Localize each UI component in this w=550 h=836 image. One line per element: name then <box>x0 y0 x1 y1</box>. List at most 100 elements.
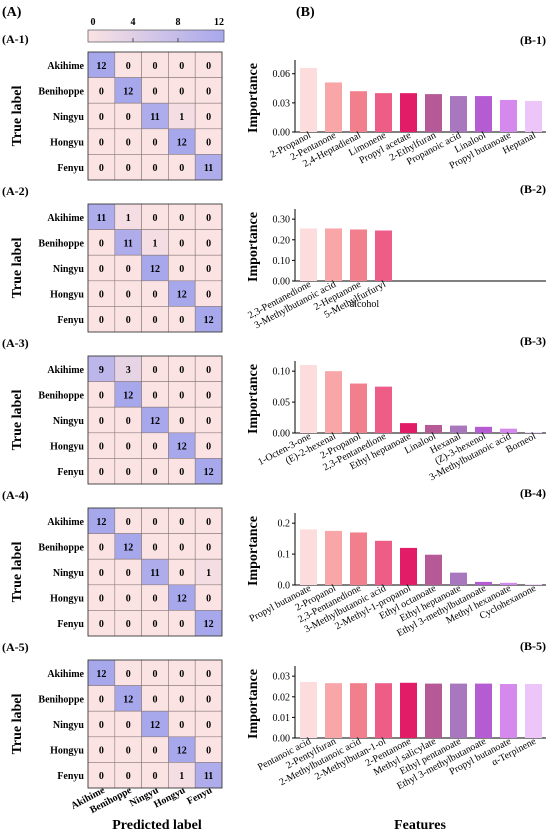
matrix-cell <box>194 128 223 155</box>
matrix-cell <box>168 154 196 181</box>
matrix-cell <box>168 355 196 382</box>
matrix-cell-value: 0 <box>99 264 104 275</box>
y-tick-label: 0.02 <box>273 692 291 703</box>
matrix-row-label: Fenyu <box>57 619 84 630</box>
matrix-cell <box>141 154 169 181</box>
y-tick-label: 0.05 <box>273 398 291 409</box>
matrix-cell-value: 11 <box>150 568 159 579</box>
importance-bar <box>375 540 392 585</box>
matrix-row-label: Fenyu <box>57 163 84 174</box>
matrix-cell <box>114 355 142 382</box>
matrix-cell-value: 0 <box>153 694 158 705</box>
bar-chart-title: (B-3) <box>520 334 546 348</box>
matrix-cell <box>194 229 223 256</box>
matrix-cell-value: 0 <box>206 416 211 427</box>
matrix-cell-value: 0 <box>206 213 211 224</box>
matrix-cell <box>114 710 142 738</box>
matrix-row-label: Hongyu <box>50 594 84 605</box>
matrix-cell-value: 0 <box>179 619 184 630</box>
matrix-cell-value: 0 <box>206 669 211 680</box>
matrix-cell-value: 12 <box>204 467 214 478</box>
matrix-cell-value: 12 <box>96 669 106 680</box>
matrix-row-label: Akihime <box>47 669 84 680</box>
matrix-row-label: Ningyu <box>53 264 85 275</box>
importance-bar <box>525 100 542 132</box>
importance-bar <box>450 572 467 585</box>
matrix-cell <box>168 458 196 485</box>
matrix-cell-value: 11 <box>204 163 213 174</box>
matrix-cell-value: 0 <box>99 163 104 174</box>
matrix-cell <box>114 128 142 155</box>
importance-bar <box>400 547 417 585</box>
matrix-cell-value: 1 <box>206 568 211 579</box>
matrix-cell <box>168 203 196 230</box>
matrix-cell-value: 1 <box>179 771 184 782</box>
matrix-cell <box>168 584 196 611</box>
matrix-cell-value: 0 <box>99 138 104 149</box>
importance-bar <box>350 683 367 738</box>
matrix-cell <box>194 406 223 434</box>
matrix-row-label: Fenyu <box>57 467 84 478</box>
matrix-cell <box>168 507 196 534</box>
matrix-title: (A-5) <box>2 640 29 654</box>
importance-bar <box>500 99 517 132</box>
matrix-cell <box>168 762 196 789</box>
matrix-cell <box>87 685 116 712</box>
y-tick-label: 0.03 <box>273 98 291 109</box>
matrix-cell-value: 12 <box>204 315 214 326</box>
matrix-cell <box>87 203 116 230</box>
matrix-cell-value: 11 <box>97 213 106 224</box>
matrix-cell-value: 0 <box>206 542 211 553</box>
matrix-cell <box>168 229 196 256</box>
matrix-cell-value: 0 <box>153 163 158 174</box>
matrix-cell-value: 0 <box>153 467 158 478</box>
matrix-cell <box>168 610 196 637</box>
matrix-cell-value: 0 <box>126 746 131 757</box>
matrix-cell-value: 12 <box>123 542 133 553</box>
matrix-cell-value: 12 <box>177 138 187 149</box>
matrix-cell-value: 0 <box>206 694 211 705</box>
importance-bar <box>475 581 492 585</box>
importance-bar <box>375 93 392 132</box>
bar-chart-ylabel: Importance <box>246 364 261 434</box>
matrix-cell-value: 0 <box>153 517 158 528</box>
bar-chart-ylabel: Importance <box>246 516 261 586</box>
matrix-cell <box>141 458 169 485</box>
matrix-cell-value: 0 <box>126 619 131 630</box>
matrix-cell-value: 0 <box>153 86 158 97</box>
colorbar-gradient <box>87 29 225 43</box>
matrix-row-label: Benihoppe <box>38 542 84 553</box>
matrix-cell <box>114 458 142 485</box>
matrix-col-label: Hongyu <box>152 785 187 811</box>
matrix-cell-value: 0 <box>153 390 158 401</box>
matrix-cell <box>168 254 196 282</box>
colorbar-tick-8: 8 <box>176 17 181 28</box>
matrix-cell-value: 12 <box>123 694 133 705</box>
matrix-cell <box>87 762 116 789</box>
matrix-cell-value: 0 <box>153 138 158 149</box>
matrix-cell <box>114 406 142 434</box>
matrix-row-label: Hongyu <box>50 138 84 149</box>
matrix-frame <box>87 355 223 485</box>
importance-bar <box>500 428 517 433</box>
confusion-matrix-4: (A-4) True label Akihime 12 0 0 0 0 Benihoppe 0 12… <box>2 488 223 637</box>
matrix-row-label: Hongyu <box>50 290 84 301</box>
matrix-cell-value: 9 <box>99 365 104 376</box>
matrix-cell-value: 0 <box>99 390 104 401</box>
matrix-cell <box>194 762 223 789</box>
matrix-cell-value: 0 <box>126 290 131 301</box>
matrix-cell-value: 0 <box>99 694 104 705</box>
matrix-row-label: Benihoppe <box>38 238 84 249</box>
matrix-frame <box>87 203 223 333</box>
matrix-cell-value: 0 <box>99 720 104 731</box>
importance-bar <box>400 93 417 132</box>
matrix-cell <box>168 280 196 307</box>
importance-bar <box>450 96 467 132</box>
matrix-cell <box>141 306 169 333</box>
matrix-cell-value: 0 <box>153 542 158 553</box>
matrix-title: (A-3) <box>2 336 29 350</box>
matrix-cell-value: 0 <box>153 442 158 453</box>
matrix-cell-value: 0 <box>179 390 184 401</box>
matrix-cell-value: 12 <box>96 61 106 72</box>
